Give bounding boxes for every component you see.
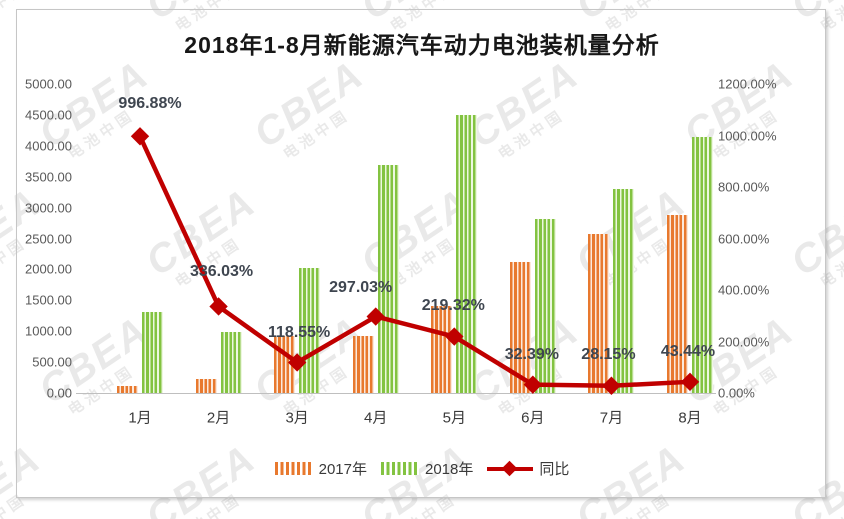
legend-item-2017: 2017年 [274,458,367,479]
x-axis-month-label: 6月 [521,409,545,427]
yoy-line [137,134,693,389]
bar-2018-1月 [142,311,163,393]
legend-item-yoy: 同比 [487,458,569,479]
left-axis-tick-label: 0.00 [46,385,72,401]
bar-2017-1月 [117,385,138,393]
x-axis-month-label: 7月 [599,409,624,427]
x-axis-month-label: 2月 [206,409,231,427]
bar-2017-2月 [195,379,217,393]
chart-title: 2018年1-8月新能源汽车动力电池装机量分析 [184,32,660,58]
x-axis-month-label: 4月 [364,409,388,427]
left-axis-tick-label: 5000.00 [25,76,72,92]
yoy-data-label: 32.39% [504,345,559,363]
x-axis-line [76,393,716,394]
legend-swatch-2017-bar-icon [274,462,313,475]
left-axis-tick-label: 1500.00 [25,292,72,308]
yoy-marker-diamond-icon [209,297,228,316]
right-axis-tick-label: 1000.00% [718,128,777,143]
left-axis-tick-label: 500.00 [32,354,72,370]
right-axis-tick-label: 400.00% [718,282,770,298]
left-axis-tick-label: 2000.00 [25,261,72,277]
yoy-marker-diamond-icon [445,327,464,346]
bar-2018-7月 [613,189,635,393]
legend-swatch-2018-bar-icon [380,462,419,475]
yoy-data-label: 297.03% [329,278,393,296]
left-axis-tick-label: 3000.00 [25,200,72,216]
left-axis-tick-label: 1000.00 [25,323,72,339]
yoy-marker-diamond-icon [287,353,307,372]
right-axis-tick-label: 800.00% [718,179,770,195]
bar-2017-5月 [431,305,453,393]
right-axis-tick-label: 1200.00% [718,76,777,92]
left-axis-tick-label: 3500.00 [25,169,72,185]
left-axis-tick-label: 4500.00 [25,107,72,123]
bar-2017-8月 [666,215,688,393]
yoy-marker-diamond-icon [130,127,150,146]
yoy-marker-diamond-icon [680,372,700,392]
left-axis-tick-label: 4000.00 [25,138,72,154]
legend-label-2018: 2018年 [424,461,474,478]
x-axis-month-label: 1月 [128,409,152,427]
bar-2018-4月 [377,164,399,393]
right-axis-tick-label: 600.00% [718,231,770,246]
yoy-data-label: 996.88% [118,95,182,113]
bar-2017-7月 [588,233,610,393]
bar-2017-6月 [509,261,531,393]
yoy-data-label: 336.03% [189,263,254,281]
bar-2018-6月 [534,219,556,393]
legend-label-yoy: 同比 [539,461,570,478]
right-axis-tick-label: 200.00% [718,334,770,349]
chart-panel [16,9,826,498]
x-axis-month-label: 5月 [442,409,466,427]
legend-item-2018: 2018年 [380,458,474,479]
x-axis-month-label: 3月 [285,409,309,427]
right-axis-tick-label: 0.00% [718,385,755,401]
legend: 2017年 2018年 同比 [0,458,844,479]
yoy-marker-diamond-icon [523,375,543,394]
bar-2017-4月 [352,335,374,393]
yoy-marker-diamond-icon [366,307,385,326]
legend-label-2017: 2017年 [318,461,367,478]
x-axis-month-label: 8月 [678,409,702,427]
yoy-data-label: 219.32% [421,296,485,314]
bar-2018-2月 [220,332,242,393]
bar-2018-5月 [456,114,478,393]
yoy-marker-diamond-icon [602,376,621,395]
legend-swatch-yoy-line-icon [487,460,534,477]
yoy-data-label: 28.15% [581,345,636,363]
yoy-data-label: 118.55% [268,324,331,342]
left-axis-tick-label: 2500.00 [25,231,72,246]
yoy-data-label: 43.44% [660,342,716,360]
bar-2018-8月 [691,137,713,393]
